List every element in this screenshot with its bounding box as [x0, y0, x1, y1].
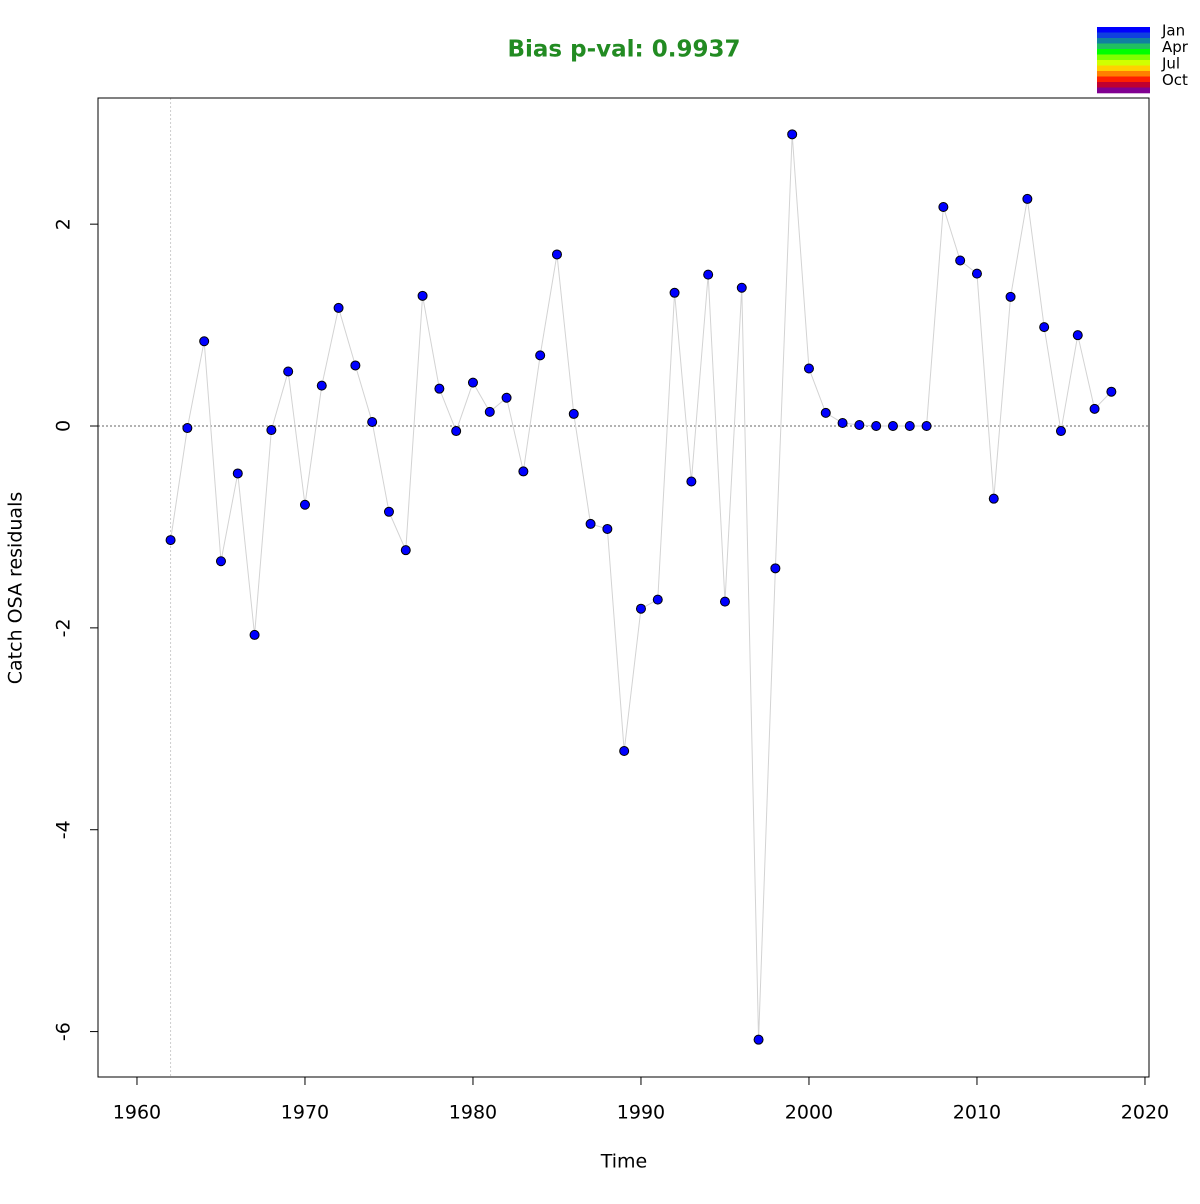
point [1072, 330, 1083, 341]
point [199, 336, 210, 347]
point [971, 268, 982, 279]
point [518, 466, 529, 477]
legend-swatch [1097, 49, 1150, 55]
chart-title: Bias p-val: 0.9937 [508, 37, 741, 63]
legend-swatch [1097, 38, 1150, 44]
point [1039, 322, 1050, 333]
point [1022, 193, 1033, 204]
point [753, 1034, 764, 1045]
point [333, 302, 344, 313]
legend-swatch [1097, 60, 1150, 66]
point [451, 426, 462, 437]
legend-label: Oct [1162, 71, 1188, 89]
point [434, 383, 445, 394]
plot-frame [97, 97, 1150, 1078]
point [165, 535, 176, 546]
y-axis-label: Catch OSA residuals [5, 492, 27, 684]
x-tick-label: 2010 [953, 1102, 1001, 1124]
point [417, 290, 428, 301]
point [383, 506, 394, 517]
point [299, 499, 310, 510]
point [484, 406, 495, 417]
point [1055, 426, 1066, 437]
legend-swatch [1097, 82, 1150, 88]
point [568, 408, 579, 419]
y-tick-label: 2 [53, 218, 75, 230]
point [1106, 386, 1117, 397]
point [283, 366, 294, 377]
point [501, 392, 512, 403]
legend-label: Jan [1161, 22, 1185, 40]
legend-swatch [1097, 43, 1150, 50]
point [988, 493, 999, 504]
point [719, 596, 730, 607]
point [350, 360, 361, 371]
point [770, 563, 781, 574]
y-tick-label: -4 [53, 820, 75, 839]
y-tick-label: 0 [53, 420, 75, 432]
legend-label: Jul [1161, 55, 1180, 73]
legend-swatch [1097, 54, 1150, 61]
point [266, 425, 277, 436]
point [686, 476, 697, 487]
point [400, 545, 411, 556]
point [837, 417, 848, 428]
point [602, 523, 613, 534]
x-axis-label: Time [600, 1151, 648, 1173]
point [938, 202, 949, 213]
point [1089, 403, 1100, 414]
point [635, 603, 646, 614]
point [921, 421, 932, 432]
point [316, 380, 327, 391]
legend-swatch [1097, 71, 1150, 77]
point [854, 420, 865, 431]
point [887, 421, 898, 432]
point [551, 249, 562, 260]
point [736, 282, 747, 293]
point [619, 746, 630, 757]
point [871, 421, 882, 432]
point [535, 350, 546, 361]
x-tick-label: 2020 [1121, 1102, 1169, 1124]
point [820, 407, 831, 418]
point [232, 468, 243, 479]
point [955, 255, 966, 266]
legend-swatch [1097, 76, 1150, 83]
x-tick-label: 1960 [113, 1102, 161, 1124]
series-line [170, 134, 1112, 1040]
point [787, 129, 798, 140]
point [367, 416, 378, 427]
point [904, 421, 915, 432]
legend-swatch [1097, 27, 1150, 33]
point [1005, 291, 1016, 302]
legend-label: Apr [1162, 38, 1189, 56]
y-tick-label: -2 [53, 618, 75, 637]
y-tick-label: -6 [53, 1022, 75, 1041]
point [652, 594, 663, 605]
point [249, 629, 260, 640]
x-tick-label: 2000 [785, 1102, 833, 1124]
point [669, 287, 680, 298]
point [803, 363, 814, 374]
x-tick-label: 1980 [449, 1102, 497, 1124]
point [703, 269, 714, 280]
point [467, 377, 478, 388]
legend-swatch [1097, 32, 1150, 39]
legend-swatch [1097, 87, 1150, 94]
point [182, 423, 193, 434]
point [215, 556, 226, 567]
legend-swatch [1097, 65, 1150, 72]
x-tick-label: 1990 [617, 1102, 665, 1124]
x-tick-label: 1970 [281, 1102, 329, 1124]
point [585, 518, 596, 529]
